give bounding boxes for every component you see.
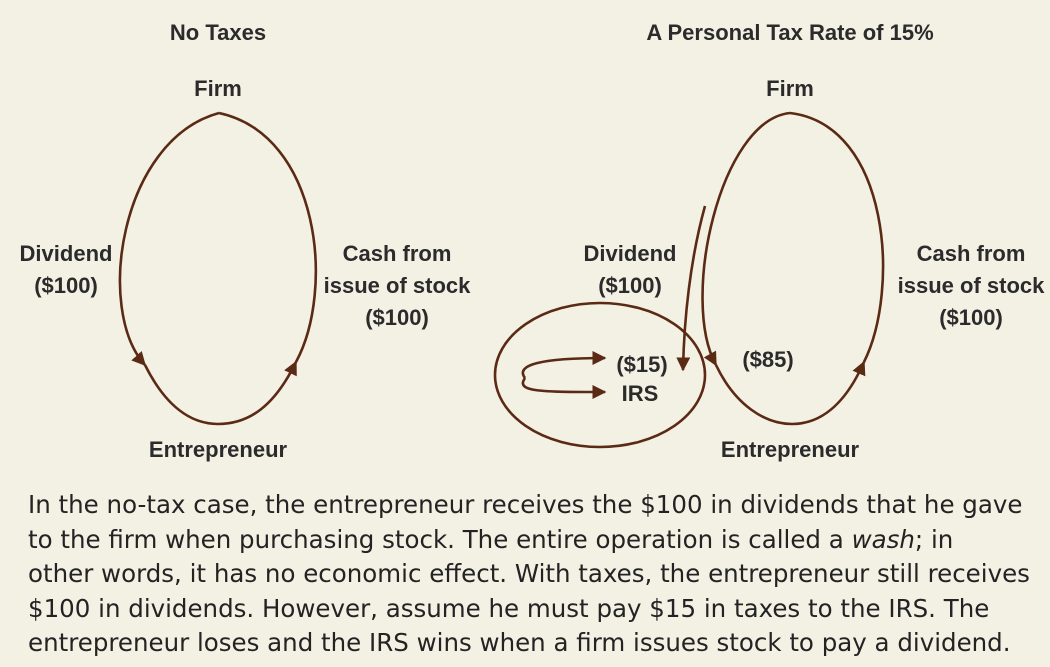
left-cash-amount: ($100) xyxy=(365,305,429,330)
caption-line-1: In the no-tax case, the entrepreneur rec… xyxy=(28,490,1023,519)
flow-diagram: No Taxes Firm Dividend ($100) Cash from … xyxy=(20,20,1046,462)
left-cash-arrow-tail xyxy=(218,111,318,363)
irs-label: IRS xyxy=(622,381,659,406)
right-dividend-arrow-tail xyxy=(714,364,793,426)
left-dividend-amount: ($100) xyxy=(34,273,98,298)
right-cash-label-1: Cash from xyxy=(917,241,1026,266)
right-firm-label: Firm xyxy=(766,76,814,101)
right-dividend-amount: ($100) xyxy=(598,273,662,298)
right-cash-arrow-tail xyxy=(789,111,885,363)
right-cash-amount: ($100) xyxy=(939,305,1003,330)
left-dividend-arrow xyxy=(118,111,220,367)
irs-inner-arrow-bottom xyxy=(521,377,607,399)
right-cash-label-2: issue of stock xyxy=(898,273,1045,298)
explanation-paragraph: In the no-tax case, the entrepreneur rec… xyxy=(28,488,1038,661)
caption-line-2-text: to the firm when purchasing stock. The e… xyxy=(28,524,852,554)
caption-line-2-end: ; in xyxy=(914,524,954,554)
irs-inner-arrow-top xyxy=(521,351,607,379)
right-dividend-label: Dividend xyxy=(584,241,677,266)
caption-wash-term: wash xyxy=(851,524,915,554)
right-dividend-arrow xyxy=(701,111,791,367)
left-cash-label-2: issue of stock xyxy=(324,273,471,298)
left-cash-label-1: Cash from xyxy=(343,241,452,266)
caption-line-3: other words, it has no economic effect. … xyxy=(28,559,1030,588)
caption-line-4: $100 in dividends. However, assume he mu… xyxy=(28,593,990,623)
caption-line-5: entrepreneur loses and the IRS wins when… xyxy=(28,628,1011,657)
left-entrepreneur-label: Entrepreneur xyxy=(149,437,288,462)
net-amount-label: ($85) xyxy=(742,347,793,372)
right-entrepreneur-label: Entrepreneur xyxy=(721,437,860,462)
tax-branch-arrow xyxy=(676,205,707,372)
left-cash-arrow xyxy=(217,360,298,426)
irs-oval xyxy=(493,301,707,449)
right-panel-title: A Personal Tax Rate of 15% xyxy=(646,20,933,45)
left-panel-title: No Taxes xyxy=(170,20,266,45)
right-cash-arrow xyxy=(791,360,866,426)
left-firm-label: Firm xyxy=(194,76,242,101)
left-dividend-label: Dividend xyxy=(20,241,113,266)
tax-amount-label: ($15) xyxy=(616,352,667,377)
caption-line-2: to the firm when purchasing stock. The e… xyxy=(28,523,1038,558)
left-dividend-arrow-tail xyxy=(143,364,219,426)
